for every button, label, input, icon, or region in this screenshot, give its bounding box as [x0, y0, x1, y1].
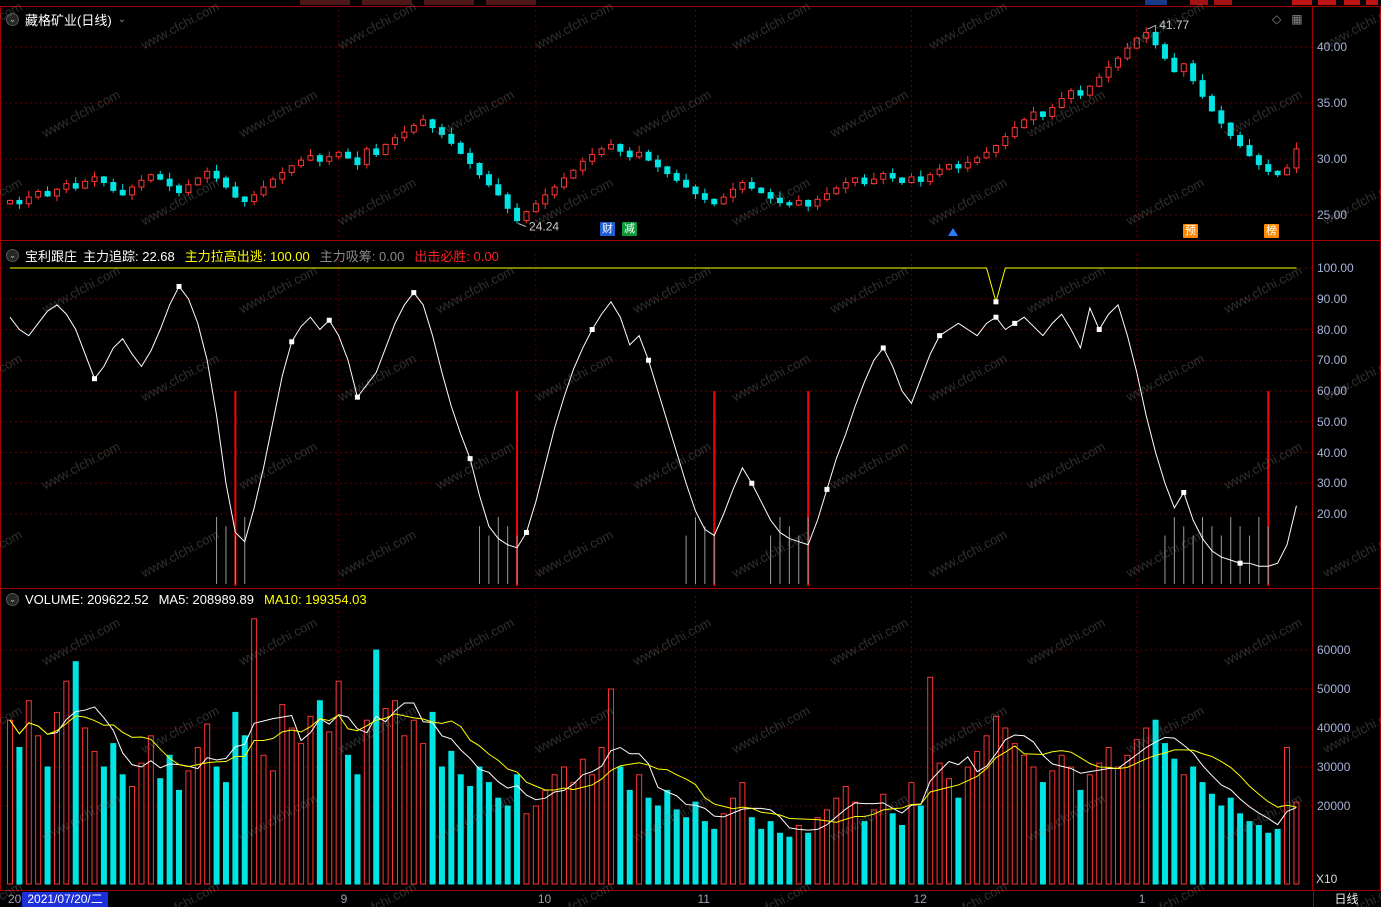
- svg-text:41.77: 41.77: [1159, 18, 1189, 32]
- event-badge[interactable]: 减: [622, 222, 637, 236]
- axis-tick: 20.00: [1317, 507, 1348, 521]
- clipped-toolbar: [0, 0, 1381, 6]
- toolbar-fragment[interactable]: [1366, 0, 1378, 5]
- signal-group: [216, 391, 1270, 586]
- month-label: 9: [340, 892, 348, 906]
- axis-tick: 30.00: [1317, 476, 1348, 491]
- toolbar-fragment[interactable]: [1292, 0, 1312, 5]
- axis-tick: 30000: [1317, 760, 1351, 774]
- indicator-name: 宝利跟庄: [25, 249, 78, 264]
- axis-tick: 35.00: [1317, 96, 1348, 110]
- indicator-field: 出击必胜: 0.00: [414, 249, 499, 264]
- indicator-field: 主力吸筹: 0.00: [319, 249, 405, 264]
- ma10-line: [9, 713, 1297, 823]
- diamond-icon[interactable]: ◇: [1272, 12, 1282, 26]
- event-badge[interactable]: 榜: [1264, 224, 1279, 238]
- panel-border: [0, 240, 1381, 241]
- period-selector[interactable]: 日线: [1313, 891, 1379, 907]
- toolbar-fragment[interactable]: [300, 0, 350, 5]
- indicator-field: 主力拉高出逃: 100.00: [184, 249, 310, 264]
- axis-tick: 20000: [1317, 799, 1351, 813]
- panel-border: [0, 588, 1381, 589]
- volume-label: VOLUME: 209622.52: [25, 592, 149, 607]
- axis-tick: 50.00: [1317, 414, 1348, 429]
- axis-tick: 100.00: [1317, 261, 1354, 275]
- ma5-line: [9, 702, 1297, 831]
- toolbar-fragment[interactable]: [424, 0, 474, 5]
- toolbar-fragment[interactable]: [362, 0, 412, 5]
- volume-bars: [7, 618, 1300, 885]
- annotations: 41.77 24.24: [517, 18, 1190, 234]
- indicator-grid: [0, 254, 1312, 586]
- volume-label: MA10: 199354.03: [263, 592, 367, 607]
- indicator-chart[interactable]: [0, 240, 1312, 588]
- month-label: 12: [913, 892, 927, 906]
- toolbar-fragment[interactable]: [1145, 0, 1167, 5]
- escape-line: [10, 267, 1297, 304]
- kline-title-row: ⌄ 藏格矿业(日线) ⌄: [6, 10, 126, 29]
- collapse-icon[interactable]: ⌄: [6, 13, 19, 26]
- kline-chart[interactable]: 41.77 24.24: [0, 6, 1312, 240]
- panel-border: [0, 6, 1381, 7]
- event-badge[interactable]: 预: [1183, 224, 1198, 238]
- axis-tick: 60.00: [1317, 384, 1348, 398]
- line-markers: [92, 283, 1243, 566]
- event-badge[interactable]: 财: [600, 222, 615, 236]
- volume-labels: VOLUME: 209622.52 MA5: 208989.89 MA10: 199…: [25, 592, 377, 607]
- axis-tick: 80.00: [1317, 322, 1348, 337]
- chevron-down-icon[interactable]: ⌄: [117, 14, 127, 25]
- axis-tick: 25.00: [1317, 208, 1348, 222]
- kline-grid: [0, 10, 1312, 238]
- indicator-field: 主力追踪: 22.68: [83, 249, 175, 264]
- axis-tick: 40000: [1317, 721, 1351, 735]
- grid-layout-icon[interactable]: ▦: [1291, 12, 1303, 26]
- volume-unit-label: X10: [1316, 872, 1338, 886]
- main-force-line: [9, 285, 1297, 567]
- axis-tick: 90.00: [1317, 291, 1348, 306]
- volume-label: MA5: 208989.89: [158, 592, 254, 607]
- month-label: 11: [697, 892, 710, 906]
- kline-toolbox: ◇ ▦: [1272, 12, 1303, 26]
- indicator-fields: 主力追踪: 22.68 主力拉高出逃: 100.00 主力吸筹: 0.00 出击必胜:…: [83, 246, 509, 265]
- axis-tick: 30.00: [1317, 152, 1348, 166]
- toolbar-fragment[interactable]: [1190, 0, 1208, 5]
- candles-group: [7, 25, 1300, 224]
- volume-chart[interactable]: [0, 588, 1312, 890]
- axis-tick: 70.00: [1317, 353, 1348, 368]
- time-axis-bar: 20 2021/07/20/二: [0, 890, 1381, 907]
- axis-tick: 60000: [1317, 643, 1351, 657]
- axis-tick: 40.00: [1317, 445, 1348, 460]
- toolbar-fragment[interactable]: [1344, 0, 1360, 5]
- axis-tick: 40.00: [1317, 40, 1348, 54]
- watermark-text: www.cfchi.com: [1320, 526, 1381, 581]
- current-date[interactable]: 2021/07/20/二: [22, 891, 108, 907]
- month-label: 1: [1138, 892, 1146, 906]
- toolbar-fragment[interactable]: [1214, 0, 1232, 5]
- month-label: 10: [537, 892, 552, 906]
- indicator-title-row: ⌄ 宝利跟庄 主力追踪: 22.68 主力拉高出逃: 100.00 主力吸筹: 0.…: [6, 246, 509, 265]
- collapse-icon[interactable]: ⌄: [6, 593, 19, 606]
- axis-tick: 50000: [1317, 682, 1351, 696]
- stock-title: 藏格矿业(日线): [25, 13, 112, 28]
- panel-border: [0, 6, 1, 907]
- collapse-icon[interactable]: ⌄: [6, 249, 19, 262]
- svg-text:24.24: 24.24: [529, 220, 559, 234]
- toolbar-fragment[interactable]: [486, 0, 536, 5]
- panel-border: [1312, 6, 1313, 890]
- toolbar-fragment[interactable]: [1318, 0, 1336, 5]
- volume-title-row: ⌄ VOLUME: 209622.52 MA5: 208989.89 MA10: 1…: [6, 592, 377, 607]
- event-triangle-icon[interactable]: [948, 228, 958, 236]
- date-prefix: 20: [8, 892, 22, 906]
